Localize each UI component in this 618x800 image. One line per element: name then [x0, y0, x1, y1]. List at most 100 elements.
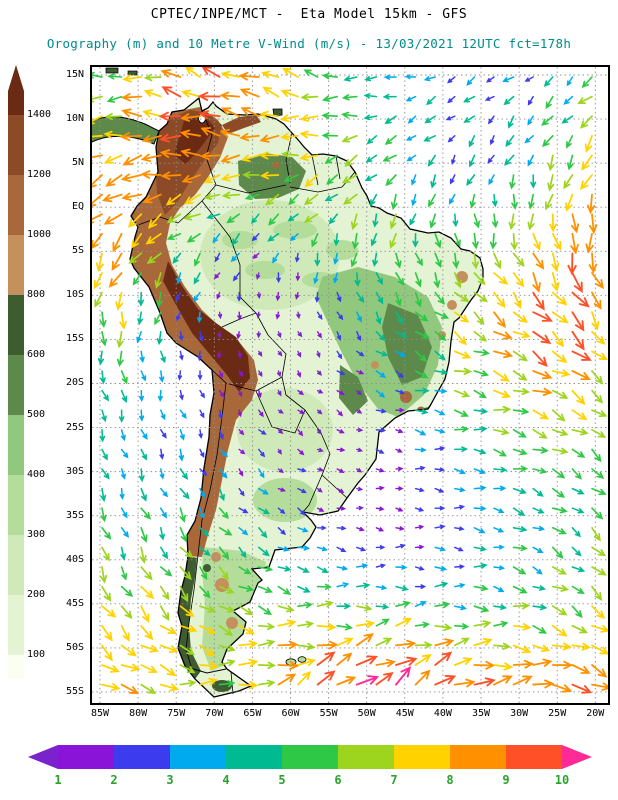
- wind-arrow: [200, 127, 221, 137]
- wind-arrow: [389, 213, 397, 230]
- wind-arrow: [316, 447, 324, 453]
- wind-arrow: [411, 193, 417, 207]
- wind-arrow: [257, 622, 276, 631]
- wind-arrow: [395, 350, 407, 358]
- wind-arrow: [219, 128, 241, 138]
- wind-arrow: [375, 618, 390, 627]
- wind-arrow: [414, 429, 427, 436]
- wind-arrow: [116, 330, 124, 349]
- wind-arrow: [454, 526, 465, 531]
- wind-arrow: [218, 389, 225, 398]
- wind-arrow: [414, 621, 431, 629]
- lat-axis-label: 40S: [65, 553, 84, 565]
- wind-arrow: [395, 600, 411, 608]
- wind-arrow: [512, 585, 528, 594]
- wind-arrow: [571, 389, 586, 405]
- wind-arrow: [579, 115, 593, 129]
- wind-arrow: [156, 291, 163, 308]
- wind-scale-segment: [450, 745, 506, 769]
- map-subtitle: Orography (m) and 10 Metre V-Wind (m/s) …: [46, 36, 572, 51]
- wind-arrow: [364, 75, 378, 82]
- terrain-patch: [371, 361, 379, 369]
- wind-arrow: [591, 546, 607, 557]
- wind-arrow: [336, 429, 345, 434]
- wind-arrow: [240, 107, 260, 118]
- wind-arrow: [277, 640, 299, 650]
- wind-arrow: [512, 291, 522, 309]
- wind-arrow: [493, 565, 506, 571]
- wind-arrow: [395, 466, 404, 472]
- wind-arrow: [591, 644, 610, 655]
- wind-arrow: [218, 448, 229, 458]
- wind-arrow: [218, 644, 236, 652]
- wind-arrow: [218, 605, 236, 613]
- wind-speed-colorbar-labels: 1 2 3 4 5 6 7 8 9 10: [28, 773, 592, 789]
- wind-arrow: [406, 154, 417, 162]
- wind-arrow: [179, 129, 201, 139]
- wind-arrow: [198, 331, 204, 342]
- wind-arrow: [551, 369, 571, 378]
- orography-scale-segment: [8, 535, 24, 595]
- wind-arrow: [220, 154, 241, 163]
- wind-arrow: [280, 150, 299, 159]
- wind-arrow: [178, 331, 184, 342]
- trinidad-island: [272, 108, 283, 117]
- wind-arrow: [257, 639, 276, 647]
- wind-arrow: [434, 409, 446, 416]
- wind-arrow: [101, 193, 123, 203]
- wind-arrow: [341, 174, 358, 184]
- wind-arrow: [165, 193, 182, 206]
- wind-arrow: [119, 487, 125, 500]
- wind-arrow: [199, 409, 205, 419]
- wind-arrow: [571, 585, 585, 595]
- wind-arrow: [316, 311, 323, 320]
- wind-arrow: [192, 291, 201, 303]
- wind-arrow: [395, 448, 403, 453]
- lon-axis-label: 40W: [433, 708, 452, 719]
- wind-arrow: [473, 448, 487, 455]
- wind-arrow: [591, 526, 601, 542]
- wind-arrow: [551, 252, 560, 273]
- wind-arrow: [120, 370, 128, 385]
- wind-arrow: [451, 154, 456, 165]
- wind-arrow: [297, 545, 311, 551]
- wind-arrow: [453, 367, 473, 376]
- wind-arrow: [469, 193, 476, 209]
- wind-arrow: [226, 213, 241, 224]
- wind-arrow: [316, 640, 339, 650]
- wind-arrow: [258, 507, 271, 515]
- wind-arrow: [100, 507, 107, 523]
- wind-arrow: [375, 603, 390, 610]
- terrain-patch: [400, 391, 412, 403]
- wind-arrow: [343, 193, 358, 205]
- wind-arrow: [493, 448, 507, 457]
- wind-arrow: [434, 546, 447, 552]
- wind-arrow: [369, 193, 378, 207]
- wind-arrow: [545, 193, 554, 211]
- wind-arrow: [545, 95, 554, 110]
- wind-arrow: [119, 132, 143, 142]
- wind-arrow: [336, 468, 345, 473]
- wind-arrow: [585, 232, 594, 254]
- wind-arrow: [238, 507, 249, 514]
- wind-arrow: [143, 89, 162, 98]
- wind-arrow: [382, 93, 397, 100]
- wind-arrow: [108, 272, 123, 288]
- wind-arrow: [176, 272, 182, 285]
- wind-arrow: [434, 291, 445, 305]
- wind-arrow: [591, 350, 609, 361]
- wind-arrow: [454, 583, 466, 588]
- wind-arrow: [178, 448, 185, 462]
- wind-arrow: [238, 624, 256, 635]
- wind-arrow: [551, 506, 568, 514]
- wind-arrow: [183, 213, 201, 221]
- wind-arrow: [453, 330, 467, 346]
- wind-arrow: [355, 675, 380, 686]
- wind-arrow: [445, 115, 456, 121]
- wind-arrow: [120, 683, 140, 695]
- wind-arrow: [221, 191, 241, 200]
- wind-arrow: [434, 638, 455, 647]
- wind-arrow: [356, 409, 363, 414]
- wind-arrow: [256, 331, 261, 339]
